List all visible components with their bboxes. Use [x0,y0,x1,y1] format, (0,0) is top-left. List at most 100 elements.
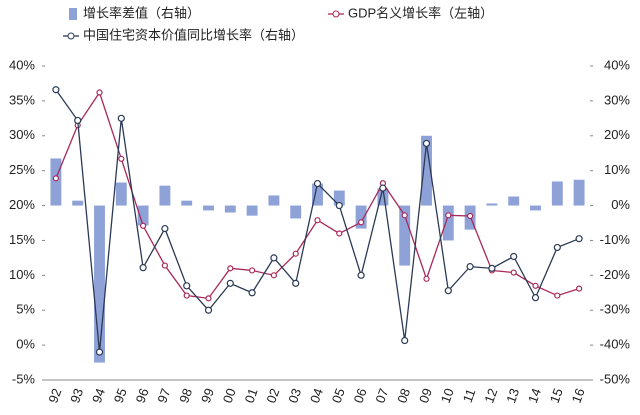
bar [312,183,323,206]
x-tick-label: 02 [263,386,282,405]
point [423,275,430,282]
x-tick-label: 92 [45,386,64,405]
y-tick-label: 10% [9,267,35,282]
x-tick-label: 12 [481,386,500,405]
point [401,336,409,345]
bar [442,205,454,241]
y-tick-label: 30% [9,127,35,142]
point [422,139,431,148]
point [444,287,452,295]
x-tick-label: 96 [133,386,152,405]
bar [355,205,367,229]
point [183,292,190,299]
x-tick-label: 94 [89,386,108,405]
point [292,279,300,287]
bar [94,205,105,363]
bar [115,182,127,206]
y-tick-label: 0% [16,337,35,352]
point [248,289,256,297]
point [510,252,518,261]
x-tick-label: 05 [329,386,348,405]
point [95,348,104,356]
point [336,230,343,237]
bar [224,205,236,213]
y2-tick-label: 0% [611,197,630,212]
bar [181,200,193,206]
y-tick-label: 25% [9,162,35,177]
y-tick-label: 20% [9,197,35,212]
x-tick-label: 01 [242,386,261,405]
point [118,155,125,162]
point [575,285,583,292]
point [52,86,60,94]
point [379,184,387,192]
point [531,294,540,302]
y2-tick-label: -10% [600,232,631,247]
x-tick-label: 95 [111,386,130,405]
y2-tick-label: 30% [604,92,630,107]
point [270,254,278,262]
y2-tick-label: 10% [604,162,630,177]
legend-swatch [69,8,77,20]
y-tick-label: 15% [9,232,35,247]
y2-tick-label: -40% [600,337,631,352]
bar [159,185,171,206]
point [292,250,299,257]
bar [268,195,280,206]
bar [72,200,84,206]
y-tick-label: 40% [9,57,35,72]
point [401,212,408,219]
bar [530,205,541,211]
point [357,271,365,279]
bar [377,188,389,206]
point [554,292,561,299]
point [466,263,474,271]
point [205,295,212,302]
bar [551,181,563,206]
bar [573,179,585,206]
point [139,264,147,272]
bar [399,205,411,266]
legend-label: 中国住宅资本价值同比增长率（右轴） [83,27,304,42]
point [445,212,452,219]
x-tick-label: 97 [154,386,173,405]
point [532,282,539,289]
bar [137,205,149,226]
x-tick-label: 07 [372,386,391,405]
x-tick-label: 16 [569,386,588,405]
point [204,306,213,314]
x-tick-label: 08 [394,386,413,405]
x-tick-label: 04 [307,386,326,405]
legend-label: GDP名义增长率（左轴） [348,5,493,20]
bar [421,135,432,206]
y2-tick-label: 20% [604,127,630,142]
x-tick-label: 09 [416,386,435,405]
point [335,201,343,210]
bar [50,158,62,206]
point [553,243,561,252]
point [161,224,169,233]
x-tick-label: 00 [220,386,239,405]
point [314,217,321,224]
legend-swatch [332,10,340,18]
point [313,179,322,188]
legend-label: 增长率差值（右轴） [83,5,200,20]
point [140,222,147,229]
y2-tick-label: -30% [600,302,631,317]
point [96,89,103,96]
point [183,282,191,290]
x-tick-label: 03 [285,386,304,405]
bar [333,190,345,206]
point [52,175,60,182]
x-tick-label: 93 [67,386,86,405]
bar [203,205,214,211]
bar [246,205,258,216]
point [270,272,277,279]
y-tick-label: 5% [16,302,35,317]
x-tick-label: 99 [198,386,217,405]
x-tick-label: 10 [438,386,457,405]
bar [486,203,498,206]
point [74,116,82,125]
point [226,279,234,287]
